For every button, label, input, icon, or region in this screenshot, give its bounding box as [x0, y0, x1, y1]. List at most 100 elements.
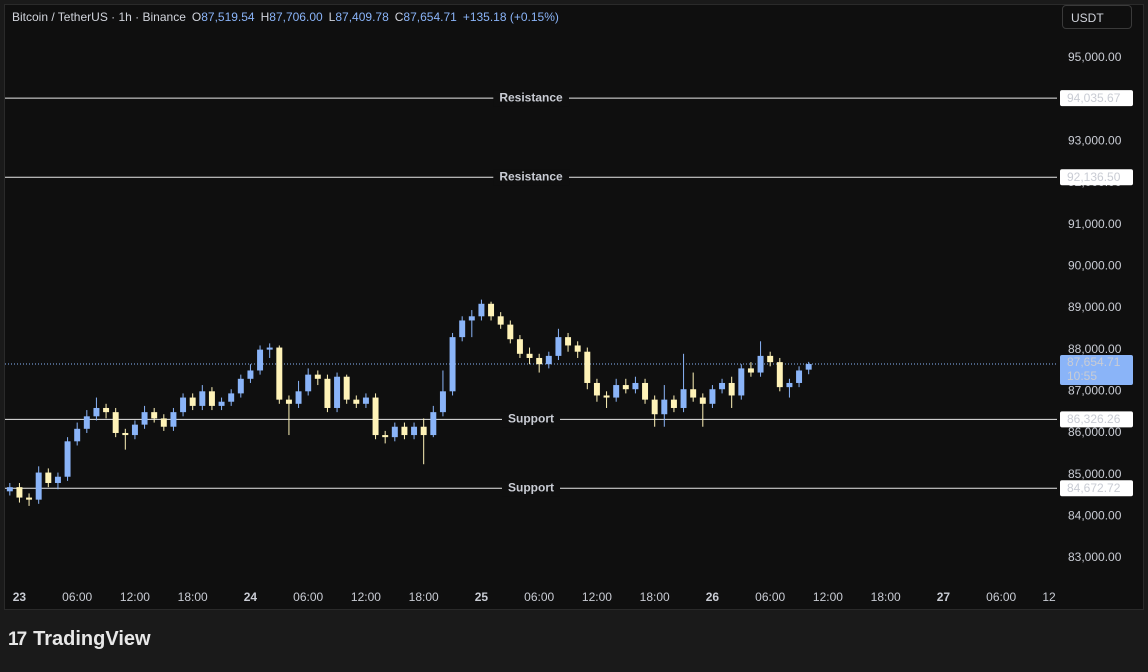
candle-body	[180, 397, 187, 413]
candle-body	[83, 416, 90, 429]
candle-body	[6, 487, 13, 492]
level: Support 84,672.72	[5, 480, 1133, 497]
candle-body	[767, 355, 774, 363]
x-tick-label: 06:00	[524, 590, 554, 604]
candle-body	[738, 368, 745, 396]
candle-body	[208, 391, 215, 406]
candle-body	[45, 472, 52, 483]
candle-body	[526, 353, 533, 358]
x-tick-label: 12:00	[582, 590, 612, 604]
symbol-header: Bitcoin / TetherUS · 1h · Binance O87,519…	[12, 10, 559, 24]
candle-body	[478, 303, 485, 317]
candle-body	[141, 412, 148, 425]
level-price: 84,672.72	[1067, 481, 1121, 495]
candle-body	[459, 320, 466, 338]
candle-body	[93, 407, 100, 417]
candle-body	[16, 487, 23, 498]
candle-body	[680, 389, 687, 408]
candle-body	[26, 497, 33, 500]
last-price-box	[1060, 355, 1133, 386]
candle-body	[565, 337, 572, 346]
candle-body	[112, 412, 119, 433]
y-tick-label: 84,000.00	[1068, 508, 1122, 522]
candle-body	[728, 382, 735, 396]
ohlc-key: H	[260, 10, 270, 24]
candle-body	[295, 391, 302, 404]
candle-body	[237, 378, 244, 394]
currency-button[interactable]: USDT	[1062, 5, 1132, 29]
candle-body	[54, 476, 61, 483]
x-tick-label: 24	[244, 590, 258, 604]
candle-body	[411, 426, 418, 436]
level-price-box	[1060, 169, 1133, 186]
candle-body	[305, 374, 312, 392]
x-tick-label: 18:00	[871, 590, 901, 604]
brand-name: TradingView	[33, 628, 151, 650]
x-tick-label: 18:00	[409, 590, 439, 604]
candle-body	[228, 393, 235, 402]
level-name: Resistance	[499, 90, 563, 104]
x-tick-label: 12	[1042, 590, 1056, 604]
candle-body	[545, 355, 552, 365]
x-tick-label: 23	[13, 590, 27, 604]
candle-body	[555, 337, 562, 356]
candle-body	[285, 399, 292, 404]
ohlc-key: O	[191, 10, 202, 24]
ohlc-value: 87,654.71	[403, 10, 457, 24]
brand-logo: 17	[8, 629, 27, 650]
level-name: Resistance	[499, 169, 563, 183]
y-tick-label: 90,000.00	[1068, 258, 1122, 272]
candle-body	[670, 399, 677, 408]
level: Support 86,326.26	[5, 411, 1133, 428]
candle-body	[353, 399, 360, 404]
candle-body	[151, 412, 158, 419]
y-tick-label: 88,000.00	[1068, 342, 1122, 356]
candle-body	[439, 391, 446, 413]
countdown: 10:55	[1067, 369, 1097, 383]
candle-body	[584, 351, 591, 383]
candle-body	[632, 382, 639, 390]
candle-body	[391, 426, 398, 438]
candle-body	[719, 382, 726, 390]
candle-body	[488, 303, 495, 317]
level-name-bg	[502, 411, 560, 428]
candle-body	[247, 370, 254, 379]
candle-body	[786, 382, 793, 388]
candle-body	[420, 426, 427, 436]
chart-frame	[4, 4, 1144, 610]
candle-body	[199, 391, 206, 406]
brand: 17 TradingView	[8, 628, 151, 651]
x-tick-label: 12:00	[351, 590, 381, 604]
x-tick-label: 06:00	[986, 590, 1016, 604]
y-tick-label: 95,000.00	[1068, 50, 1122, 64]
level-price: 94,035.67	[1067, 91, 1121, 105]
level: Resistance 92,136.50	[5, 169, 1133, 186]
candle-body	[266, 347, 273, 350]
candle-body	[709, 389, 716, 404]
y-tick-label: 85,000.00	[1068, 467, 1122, 481]
candle-body	[776, 362, 783, 388]
candle-body	[593, 382, 600, 396]
x-tick-label: 25	[475, 590, 489, 604]
ohlc-value: 87,409.78	[335, 10, 389, 24]
y-tick-label: 86,000.00	[1068, 425, 1122, 439]
candle-body	[507, 324, 514, 340]
candle-body	[64, 441, 71, 477]
candle-body	[401, 426, 408, 436]
price-change: +135.18 (+0.15%)	[462, 10, 559, 24]
ohlc-key: C	[394, 10, 404, 24]
x-tick-label: 12:00	[813, 590, 843, 604]
candle-body	[516, 339, 523, 354]
candle-body	[699, 397, 706, 404]
candle-body	[613, 385, 620, 398]
level-name: Support	[508, 412, 554, 426]
level-name-bg	[493, 169, 570, 186]
ohlc-key: L	[328, 10, 336, 24]
candle-body	[314, 374, 321, 379]
ohlc-value: 87,706.00	[269, 10, 323, 24]
candle-body	[430, 412, 437, 436]
ohlc-value: 87,519.54	[201, 10, 255, 24]
candle-body	[160, 418, 167, 427]
candle-body	[276, 347, 283, 400]
